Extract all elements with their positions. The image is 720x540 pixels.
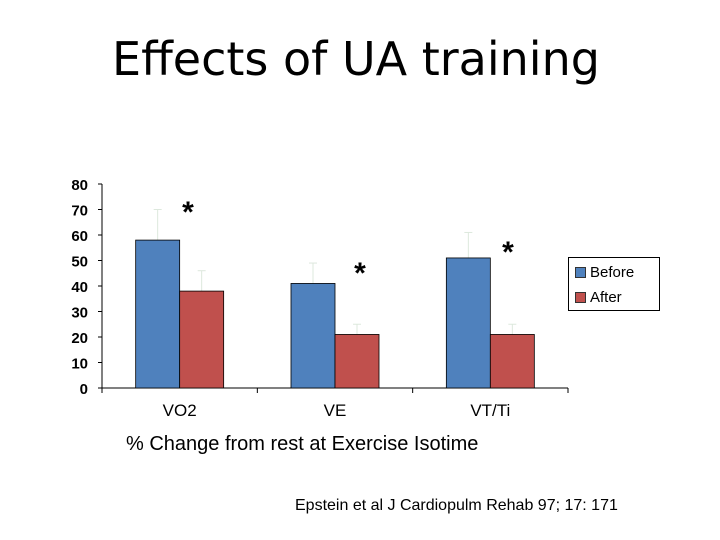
x-axis-label: % Change from rest at Exercise Isotime xyxy=(126,433,479,455)
significance-asterisk: * xyxy=(182,196,194,229)
x-tick-label: VT/Ti xyxy=(470,401,510,420)
legend-label: After xyxy=(590,289,622,306)
y-tick-label: 70 xyxy=(71,203,88,220)
legend-swatch-before xyxy=(575,267,586,278)
bar-after xyxy=(489,334,535,389)
bar-before xyxy=(135,239,181,389)
y-tick-label: 10 xyxy=(71,356,88,373)
legend: Before After xyxy=(568,257,660,311)
slide-title: Effects of UA training xyxy=(112,32,600,86)
y-tick-label: 0 xyxy=(80,381,88,398)
y-tick-label: 50 xyxy=(71,254,88,271)
x-tick-label: VO2 xyxy=(163,401,197,420)
x-tick-label: VE xyxy=(324,401,347,420)
y-tick-label: 30 xyxy=(71,305,88,322)
legend-item-before: Before xyxy=(575,264,634,281)
legend-item-after: After xyxy=(575,289,622,306)
significance-asterisk: * xyxy=(354,257,366,290)
bar-after xyxy=(179,290,225,389)
bar-before xyxy=(290,283,336,389)
y-tick-label: 20 xyxy=(71,330,88,347)
citation: Epstein et al J Cardiopulm Rehab 97; 17:… xyxy=(295,497,618,514)
legend-label: Before xyxy=(590,264,635,281)
y-tick-label: 80 xyxy=(71,177,88,194)
legend-swatch-after xyxy=(575,292,586,303)
bar-before xyxy=(445,257,491,389)
y-tick-label: 60 xyxy=(71,228,88,245)
y-tick-label: 40 xyxy=(71,279,88,296)
bar-after xyxy=(334,334,380,389)
significance-asterisk: * xyxy=(502,236,514,269)
